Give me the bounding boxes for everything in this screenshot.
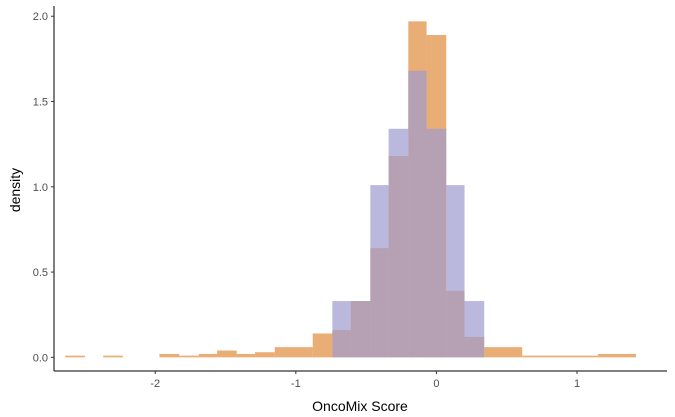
axes: 0.0 0.5 1.0 1.5 2.0 -2 -1 0 1 [33,6,667,390]
histogram-bar-series1-bin2 [103,355,123,358]
histogram-bar-series1-bin8 [255,352,275,358]
histogram-bar-series1-bin11 [312,333,333,358]
histogram-bar-series1-bin5 [198,353,218,358]
histogram-bar-series1-bin10 [294,347,313,358]
y-axis-title: density [7,168,23,212]
histogram-bar-series1-bin9 [274,347,295,358]
x-tick-label: 0 [433,378,439,390]
histogram-bar-series1-bin21 [522,355,599,358]
histogram-bar-series1-bin1 [65,355,85,358]
y-tick-label: 0.5 [33,267,48,279]
histogram-bar-series2-bin5 [408,70,427,358]
histogram-bar-series1-bin3 [159,353,180,358]
histogram-bar-series2-bin8 [464,301,485,358]
x-tick-label: -2 [150,378,160,390]
y-tick-label: 1.5 [33,97,48,109]
x-tick-label: -1 [291,378,301,390]
histogram-bar-series1-bin22 [598,353,637,358]
histogram-bar-series1-bin7 [236,353,256,358]
histogram-bar-series1-bin4 [179,355,199,358]
x-tick-label: 1 [574,378,580,390]
y-tick-label: 2.0 [33,11,48,23]
x-axis-title: OncoMix Score [312,398,408,414]
histogram-bar-series2-bin3 [370,185,389,358]
histogram-bar-series2-bin2 [350,301,371,358]
histogram-bar-series1-bin6 [217,350,237,358]
histogram-bar-series2-bin7 [446,185,465,358]
histogram-bar-series1-bin20 [484,347,523,358]
histogram-bar-series2-bin6 [426,128,447,358]
y-tick-label: 0.0 [33,352,48,364]
histogram-bars [65,21,637,358]
histogram-bar-series2-bin4 [388,128,409,358]
y-tick-label: 1.0 [33,182,48,194]
histogram-bar-series2-bin1 [332,301,351,358]
